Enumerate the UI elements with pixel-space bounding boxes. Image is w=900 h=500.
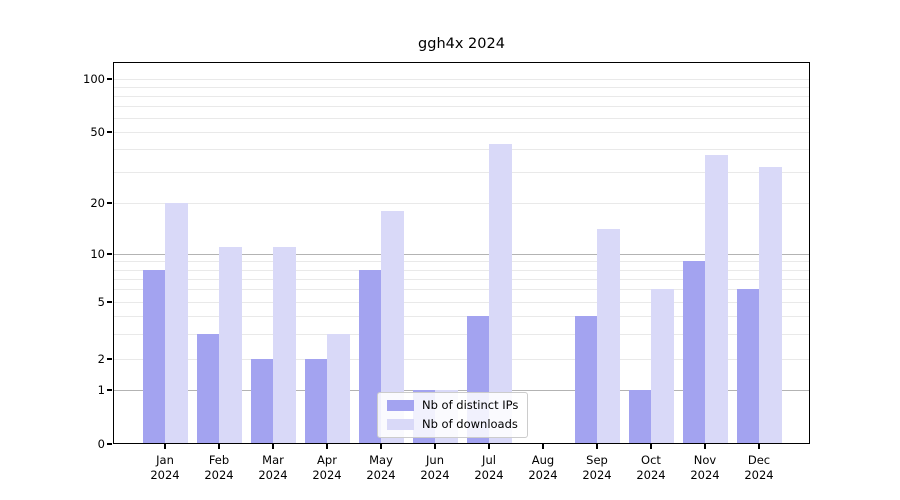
x-tick-dec	[758, 444, 760, 449]
bar-ips-jan	[142, 269, 165, 444]
bar-ips-dec	[736, 289, 759, 444]
legend-item-distinct-ips: Nb of distinct IPs	[387, 398, 518, 413]
y-tick-50	[107, 131, 112, 133]
gridline-y-8	[113, 269, 810, 271]
y-tick-0	[107, 443, 112, 445]
x-tick-label-oct: Oct 2024	[636, 453, 666, 482]
legend-label-downloads: Nb of downloads	[422, 417, 518, 431]
y-tick-label-0: 0	[97, 436, 105, 451]
bar-ips-nov	[682, 261, 705, 444]
y-tick-label-10: 10	[90, 246, 105, 261]
legend-swatch-downloads	[387, 419, 414, 430]
x-tick-may	[380, 444, 382, 449]
y-tick-label-20: 20	[90, 195, 105, 210]
legend-swatch-distinct-ips	[387, 400, 414, 411]
x-tick-sep	[596, 444, 598, 449]
bar-downloads-dec	[759, 166, 782, 444]
x-tick-label-nov: Nov 2024	[690, 453, 720, 482]
gridline-y-90	[113, 87, 810, 89]
bar-downloads-may	[381, 210, 404, 444]
gridline-y-50	[113, 132, 810, 133]
x-tick-apr	[326, 444, 328, 449]
x-tick-feb	[218, 444, 220, 449]
bar-downloads-sep	[597, 229, 620, 444]
x-tick-label-jul: Jul 2024	[474, 453, 504, 482]
gridline-y-7	[113, 278, 810, 280]
x-tick-aug	[542, 444, 544, 449]
gridline-y-20	[113, 203, 810, 204]
y-tick-20	[107, 202, 112, 204]
bar-ips-feb	[196, 333, 219, 444]
gridline-y-major-10	[113, 254, 810, 255]
bar-downloads-apr	[327, 333, 350, 444]
x-tick-nov	[704, 444, 706, 449]
legend-item-downloads: Nb of downloads	[387, 417, 518, 432]
bar-ips-sep	[574, 315, 597, 444]
gridline-y-4	[113, 315, 810, 317]
y-tick-label-1: 1	[97, 382, 105, 397]
legend: Nb of distinct IPs Nb of downloads	[377, 392, 529, 438]
plot-area: Nb of distinct IPs Nb of downloads 0 1 2 5 1…	[83, 62, 810, 482]
y-tick-1	[107, 389, 112, 391]
chart-title: ggh4x 2024	[418, 36, 505, 52]
y-tick-label-5: 5	[97, 294, 105, 309]
x-tick-jun	[434, 444, 436, 449]
bar-downloads-jul	[489, 143, 512, 444]
gridline-y-80	[113, 96, 810, 98]
x-tick-label-mar: Mar 2024	[258, 453, 288, 482]
bar-ips-apr	[304, 359, 327, 444]
y-tick-label-50: 50	[90, 124, 105, 139]
gridline-y-40	[113, 149, 810, 151]
gridline-y-30	[113, 171, 810, 173]
x-tick-label-aug: Aug 2024	[528, 453, 558, 482]
y-tick-2	[107, 358, 112, 360]
x-tick-mar	[272, 444, 274, 449]
y-tick-label-100: 100	[83, 71, 105, 86]
bar-ips-mar	[250, 359, 273, 444]
gridline-y-9	[113, 261, 810, 263]
x-tick-label-jun: Jun 2024	[420, 453, 450, 482]
bar-downloads-oct	[651, 289, 674, 444]
legend-label-distinct-ips: Nb of distinct IPs	[422, 398, 519, 412]
gridline-y-3	[113, 333, 810, 335]
y-tick-label-2: 2	[97, 351, 105, 366]
y-tick-10	[107, 253, 112, 255]
x-tick-label-sep: Sep 2024	[582, 453, 612, 482]
x-tick-label-feb: Feb 2024	[204, 453, 234, 482]
gridline-y-100	[113, 79, 810, 80]
bar-downloads-mar	[273, 247, 296, 444]
y-tick-5	[107, 301, 112, 303]
x-tick-jul	[488, 444, 490, 449]
gridline-y-60	[113, 118, 810, 120]
gridline-y-70	[113, 106, 810, 108]
y-tick-100	[107, 78, 112, 80]
gridline-y-2	[113, 359, 810, 360]
x-tick-label-apr: Apr 2024	[312, 453, 342, 482]
bar-ips-may	[358, 269, 381, 444]
x-tick-label-dec: Dec 2024	[744, 453, 774, 482]
x-tick-jan	[164, 444, 166, 449]
bar-downloads-nov	[705, 155, 728, 444]
gridline-y-5	[113, 302, 810, 303]
gridline-y-6	[113, 289, 810, 291]
gridline-y-major-1	[113, 390, 810, 391]
x-tick-label-jan: Jan 2024	[150, 453, 180, 482]
x-tick-label-may: May 2024	[366, 453, 396, 482]
bar-downloads-jan	[165, 203, 188, 444]
bar-downloads-feb	[219, 247, 242, 444]
x-tick-oct	[650, 444, 652, 449]
bar-ips-oct	[628, 390, 651, 444]
